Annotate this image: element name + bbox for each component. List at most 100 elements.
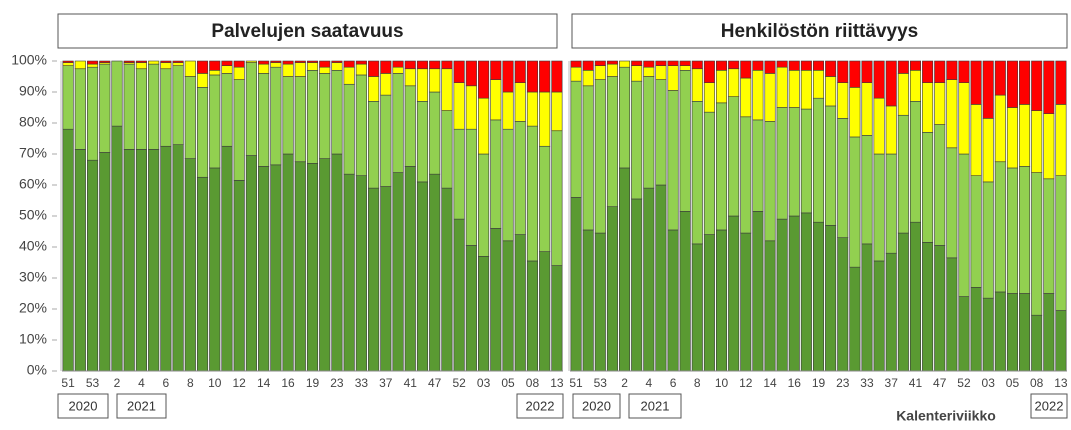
x-tick-label: 53: [86, 376, 100, 390]
x-tick-label: 4: [138, 376, 145, 390]
bar-segment: [946, 79, 958, 149]
bar-segment: [526, 125, 539, 262]
bar-segment: [958, 296, 970, 372]
bar-segment: [776, 60, 788, 68]
bar-segment: [606, 63, 618, 77]
bar-segment: [934, 82, 946, 125]
bar-segment: [221, 60, 233, 66]
x-tick-label: 14: [257, 376, 271, 390]
bar-segment: [343, 173, 355, 372]
x-tick-label: 03: [982, 376, 996, 390]
bar-segment: [270, 62, 282, 68]
bar-segment: [514, 60, 526, 84]
bar-segment: [631, 60, 643, 66]
bar-segment: [849, 60, 861, 88]
bar-segment: [922, 60, 934, 84]
bar-segment: [619, 66, 631, 169]
year-box: [1030, 393, 1068, 419]
bar-segment: [643, 60, 655, 68]
bar-segment: [160, 60, 172, 63]
bar-segment: [270, 164, 282, 372]
bar-segment: [196, 176, 209, 372]
bar-segment: [172, 60, 184, 63]
bar-segment: [502, 60, 514, 93]
bar-segment: [282, 60, 294, 65]
year-label: 2022: [526, 398, 555, 413]
bar-segment: [221, 65, 233, 74]
bar-segment: [551, 130, 563, 266]
bar-segment: [270, 60, 282, 63]
x-tick-label: 33: [860, 376, 874, 390]
bar-segment: [184, 76, 196, 159]
bar-segment: [331, 60, 343, 63]
bar-segment: [502, 128, 514, 242]
bar-segment: [679, 70, 691, 212]
bar-segment: [788, 70, 800, 108]
chart-title: Palvelujen saatavuus: [211, 21, 403, 42]
bar-segment: [825, 225, 837, 372]
x-tick-label: 2: [621, 376, 628, 390]
bar-segment: [331, 70, 343, 155]
y-tick-label: 80%: [19, 114, 47, 130]
bar-segment: [62, 128, 74, 372]
y-tick-label: 40%: [19, 238, 47, 254]
bar-segment: [691, 60, 703, 70]
bar-segment: [1006, 107, 1018, 169]
bar-segment: [788, 60, 800, 71]
bar-segment: [196, 60, 209, 74]
bar-segment: [631, 80, 643, 200]
y-tick-label: 0%: [27, 362, 47, 378]
bar-segment: [994, 161, 1006, 293]
x-tick-label: 37: [885, 376, 899, 390]
bar-segment: [800, 70, 812, 110]
bar-segment: [233, 79, 245, 181]
bar-segment: [355, 63, 367, 76]
bar-segment: [74, 68, 86, 150]
x-tick-label: 4: [645, 376, 652, 390]
bar-segment: [1055, 175, 1067, 311]
bar-segment: [221, 145, 233, 372]
bar-segment: [679, 65, 691, 71]
bar-segment: [392, 73, 404, 173]
bar-segment: [655, 60, 667, 66]
bar-segment: [355, 74, 367, 176]
bar-segment: [441, 187, 453, 372]
bar-segment: [643, 187, 655, 372]
bar-segment: [368, 101, 380, 189]
bar-segment: [1043, 293, 1055, 372]
bar-segment: [728, 215, 740, 372]
bar-segment: [994, 94, 1006, 163]
bar-segment: [740, 232, 752, 372]
bar-segment: [703, 234, 715, 372]
bar-segment: [99, 60, 111, 63]
bar-segment: [319, 60, 331, 68]
bar-segment: [135, 62, 147, 70]
bar-segment: [982, 297, 994, 372]
bar-segment: [539, 60, 551, 93]
bar-segment: [539, 91, 551, 147]
bar-segment: [221, 73, 233, 147]
bar-segment: [885, 105, 897, 155]
bar-segment: [752, 60, 764, 71]
bar-segment: [970, 60, 982, 105]
bar-segment: [861, 82, 873, 136]
bar-segment: [465, 85, 477, 130]
bar-segment: [958, 153, 970, 297]
bar-segment: [526, 60, 539, 93]
bar-segment: [258, 73, 270, 167]
bar-segment: [148, 60, 160, 65]
bar-segment: [764, 60, 776, 74]
x-tick-label: 13: [550, 376, 564, 390]
bar-segment: [490, 228, 502, 372]
bar-segment: [319, 66, 331, 74]
bar-segment: [582, 229, 594, 372]
x-tick-label: 12: [233, 376, 247, 390]
bar-segment: [148, 63, 160, 150]
bar-segment: [619, 167, 631, 372]
x-tick-label: 16: [788, 376, 802, 390]
bar-segment: [282, 63, 294, 77]
bar-segment: [1031, 314, 1043, 372]
year-box: [628, 393, 682, 419]
bar-segment: [570, 80, 582, 198]
bar-segment: [160, 62, 172, 70]
